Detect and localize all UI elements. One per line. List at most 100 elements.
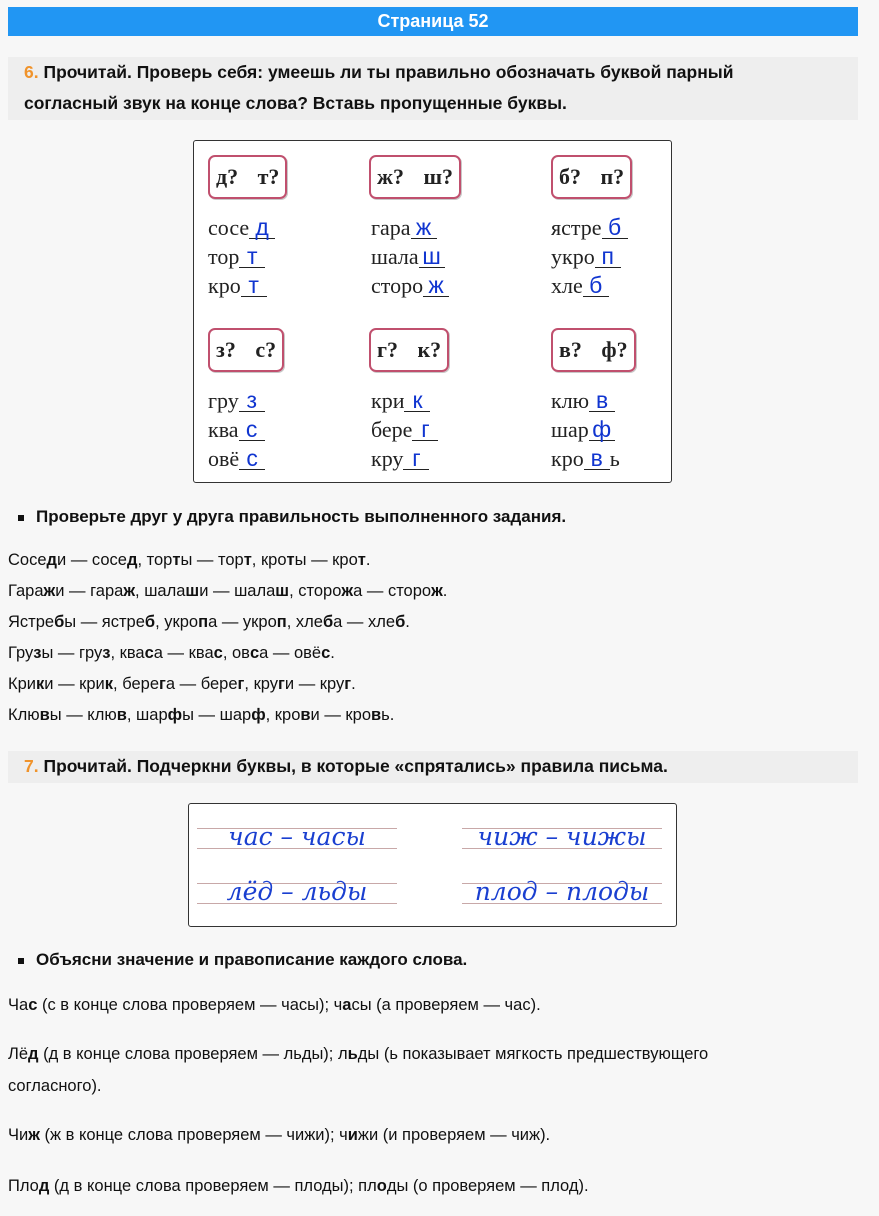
text-segment: Ча <box>8 996 29 1014</box>
text-segment: , сторо <box>289 582 342 600</box>
highlighted-letter: г <box>159 675 166 693</box>
word-stem: клю <box>551 388 590 413</box>
inserted-letter: п <box>594 245 621 268</box>
word-stem: гара <box>371 215 411 240</box>
text-segment: ы — ястре <box>64 613 145 631</box>
text-segment: Кри <box>8 675 37 693</box>
highlighted-letter: п <box>276 613 287 631</box>
highlighted-letter: ь <box>347 1045 358 1063</box>
highlighted-letter: т <box>286 551 295 569</box>
word: кро т <box>208 271 287 300</box>
highlighted-letter: т <box>243 551 252 569</box>
highlighted-letter: д <box>126 551 138 569</box>
word-stem: сторо <box>371 273 424 298</box>
cursive-word: час – часы <box>197 824 397 849</box>
highlighted-letter: ф <box>251 706 266 724</box>
inserted-letter: г <box>412 418 439 441</box>
highlighted-letter: д <box>38 1177 50 1195</box>
text-segment: жи (и проверяем — чиж). <box>357 1126 551 1144</box>
inserted-letter: с <box>238 418 265 441</box>
highlighted-letter: д <box>28 1045 39 1063</box>
highlighted-letter: в <box>39 706 50 724</box>
word-stem: овё <box>208 446 240 471</box>
text-segment: , бере <box>113 675 160 693</box>
word: сторо ж <box>371 271 461 300</box>
inserted-letter: с <box>239 447 266 470</box>
text-segment: а — ква <box>153 644 214 662</box>
word-stem: кру <box>371 446 404 471</box>
inserted-letter: д <box>249 216 276 239</box>
inserted-letter: т <box>240 274 267 297</box>
text-segment: , кро <box>265 706 301 724</box>
text-segment: Ястре <box>8 613 55 631</box>
inserted-letter: ж <box>410 216 437 239</box>
text-line: Гаражи — гараж, шалаши — шалаш, сторожа … <box>8 582 447 601</box>
letter-group: б? п? ястре б укро п хле б <box>551 155 633 300</box>
text-segment: , шар <box>126 706 168 724</box>
inserted-letter: ж <box>423 274 450 297</box>
text-segment: Сосе <box>8 551 47 569</box>
text-segment: и — сосе <box>57 551 127 569</box>
text-line: Ястребы — ястреб, укропа — укроп, хлеба … <box>8 613 410 632</box>
letter-group: д? т? сосе д тор т кро т <box>208 155 288 300</box>
highlighted-letter: ш <box>275 582 290 600</box>
word-stem: шала <box>371 244 419 269</box>
text-segment: Клю <box>8 706 40 724</box>
highlighted-letter: с <box>249 644 260 662</box>
text-segment: ы — клю <box>49 706 117 724</box>
inserted-letter: б <box>601 216 628 239</box>
word: укро п <box>551 242 632 271</box>
highlighted-letter: ж <box>431 582 443 600</box>
highlighted-letter: с <box>321 644 331 662</box>
text-line: Лёд (д в конце слова проверяем — льды); … <box>8 1045 708 1064</box>
text-segment: . <box>351 675 356 693</box>
text-segment: , кру <box>244 675 279 693</box>
text-segment: , укро <box>155 613 199 631</box>
highlighted-letter: п <box>198 613 209 631</box>
word-stem: кро <box>551 446 584 471</box>
highlighted-letter: г <box>344 675 352 693</box>
word-ending: ь <box>609 446 620 471</box>
highlighted-letter: в <box>371 706 382 724</box>
word: клю в <box>551 386 636 415</box>
text-segment: а — сторо <box>353 582 432 600</box>
cursive-word: чиж – чижы <box>462 824 662 849</box>
highlighted-letter: г <box>278 675 285 693</box>
letter-pair-label: б? п? <box>551 155 633 199</box>
highlighted-letter: с <box>144 644 154 662</box>
text-line: Крики — крик, берега — берег, круги — кр… <box>8 675 356 694</box>
text-segment: и — гара <box>55 582 124 600</box>
word: гру з <box>208 386 284 415</box>
text-segment: ды (о проверяем — плод). <box>386 1177 589 1195</box>
text-segment: и — кри <box>44 675 105 693</box>
text-line: Грузы — груз, кваса — квас, овса — овёс. <box>8 644 335 663</box>
cursive-word: плод – плоды <box>462 879 662 904</box>
word: гара ж <box>371 213 461 242</box>
bullet-explain: Объясни значение и правописание каждого … <box>18 950 467 970</box>
highlighted-letter: в <box>116 706 127 724</box>
inserted-letter: в <box>583 447 610 470</box>
highlighted-letter: ж <box>123 582 136 600</box>
task-text-2: согласный звук на конце слова? Вставь пр… <box>24 93 567 113</box>
text-segment: Чи <box>8 1126 29 1144</box>
word: шала ш <box>371 242 461 271</box>
text-segment: и — кру <box>284 675 345 693</box>
word-stem: укро <box>551 244 595 269</box>
inserted-letter: ш <box>418 245 445 268</box>
text-segment: согласного). <box>8 1077 102 1095</box>
text-segment: (д в конце слова проверяем — плоды); пл <box>49 1177 377 1195</box>
task-6-header: 6. Прочитай. Проверь себя: умеешь ли ты … <box>8 57 858 120</box>
text-line: Клювы — клюв, шарфы — шарф, крови — кров… <box>8 706 394 725</box>
text-segment: ь. <box>381 706 395 724</box>
word: кру г <box>371 444 449 473</box>
highlighted-letter: т <box>357 551 366 569</box>
text-segment: . <box>442 582 448 600</box>
highlighted-letter: к <box>36 675 45 693</box>
text-segment: ы — шар <box>182 706 252 724</box>
text-segment: ы — тор <box>180 551 244 569</box>
text-segment: ы — кро <box>294 551 358 569</box>
text-segment: , тор <box>137 551 173 569</box>
text-segment: Гру <box>8 644 34 662</box>
text-segment: Лё <box>8 1045 29 1063</box>
highlighted-letter: ж <box>341 582 354 600</box>
